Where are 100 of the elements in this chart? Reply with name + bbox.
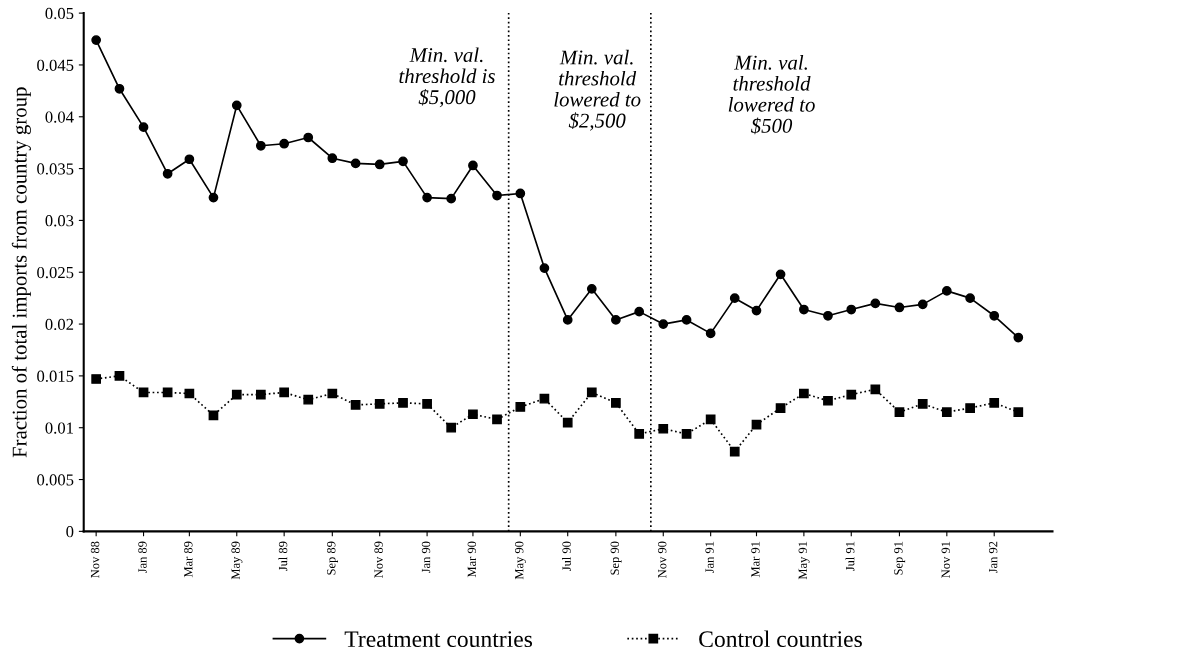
point (1013, 407, 1024, 418)
point (681, 315, 692, 325)
annotation: Min. val. threshold lowered to $500 (728, 55, 815, 135)
point (327, 153, 338, 164)
point (468, 160, 478, 171)
x-tick-label: Sep 91 (894, 541, 906, 575)
point (941, 407, 952, 418)
point (492, 414, 502, 425)
y-axis-title: Fraction of total imports from country group (11, 87, 31, 458)
point (917, 299, 928, 310)
y-tick-label: 0.05 (45, 7, 74, 20)
point (492, 190, 502, 201)
point (231, 100, 242, 111)
point (539, 263, 550, 273)
point (562, 417, 573, 428)
x-tick-label: Jan 91 (705, 541, 714, 574)
point (729, 446, 740, 457)
x-tick-label: Nov 91 (941, 541, 950, 578)
point (91, 374, 102, 384)
point (658, 319, 669, 329)
y-tick-label: 0.025 (37, 266, 74, 279)
point (91, 35, 102, 45)
x-tick-label: Sep 89 (327, 541, 338, 575)
point (255, 140, 266, 151)
y-tick-label: 0.02 (45, 318, 74, 331)
x-tick-label: Mar 91 (751, 541, 760, 578)
x-tick-label: May 90 (514, 541, 526, 580)
x-tick-label: Jul 89 (278, 541, 288, 572)
x-tick-label: Jan 89 (138, 541, 147, 574)
point (917, 399, 928, 409)
point (114, 83, 125, 94)
point (162, 168, 173, 179)
point (894, 407, 905, 418)
point (870, 384, 881, 395)
point (611, 315, 621, 325)
point (705, 328, 716, 339)
point (989, 397, 1000, 408)
point (422, 399, 432, 409)
point (255, 389, 266, 400)
point (515, 188, 526, 199)
point (208, 192, 219, 203)
legend-label: Control countries (699, 630, 862, 648)
point (184, 154, 195, 165)
point (799, 304, 809, 315)
point (775, 269, 786, 280)
point (775, 403, 786, 413)
y-tick-label: 0.01 (45, 422, 73, 434)
point (799, 388, 809, 399)
y-tick-label: 0.03 (45, 215, 74, 227)
y-tick-label: 0.035 (37, 163, 74, 175)
y-tick-label: 0.005 (37, 474, 74, 486)
y-tick-label: 0.015 (37, 370, 74, 382)
x-tick-label: Nov 89 (374, 541, 383, 578)
point (231, 389, 242, 400)
x-tick-label: Jan 90 (421, 541, 431, 574)
point (611, 397, 621, 408)
point (823, 310, 833, 321)
x-tick-label: Jul 91 (845, 541, 855, 572)
point (208, 410, 219, 421)
point (422, 192, 432, 203)
point (114, 371, 125, 381)
point (374, 399, 385, 409)
point (515, 402, 526, 412)
point (965, 293, 975, 304)
x-tick-label: Nov 90 (657, 541, 667, 578)
point (327, 388, 338, 399)
annotation: Min. val. threshold lowered to $2,500 (554, 49, 641, 131)
x-tick-label: Mar 89 (184, 541, 193, 578)
point (350, 400, 361, 410)
point (562, 315, 573, 325)
point (634, 429, 645, 439)
point (586, 283, 597, 294)
point (751, 305, 762, 316)
point (279, 387, 290, 398)
x-tick-label: Mar 90 (467, 541, 477, 578)
point (279, 138, 290, 149)
point (350, 158, 361, 169)
legend-label: Treatment countries (344, 631, 533, 648)
point (705, 414, 716, 425)
y-tick-label: 0.045 (37, 59, 74, 71)
x-tick-label: Nov 88 (90, 541, 100, 578)
point (303, 394, 314, 405)
annotation: Min. val. threshold is $5,000 (399, 47, 495, 108)
x-tick-label: May 89 (231, 541, 243, 580)
point (989, 310, 1000, 321)
point (398, 397, 408, 408)
x-tick-label: Jan 92 (988, 541, 998, 574)
point (374, 159, 385, 170)
x-tick-label: Sep 90 (610, 541, 622, 575)
x-tick-label: May 91 (798, 541, 810, 580)
point (468, 409, 478, 420)
point (446, 193, 457, 204)
point (846, 389, 857, 400)
point (539, 393, 550, 404)
point (823, 395, 833, 406)
point (729, 293, 740, 304)
point (894, 302, 905, 313)
point (941, 286, 952, 296)
point (303, 132, 314, 143)
point (398, 156, 408, 167)
